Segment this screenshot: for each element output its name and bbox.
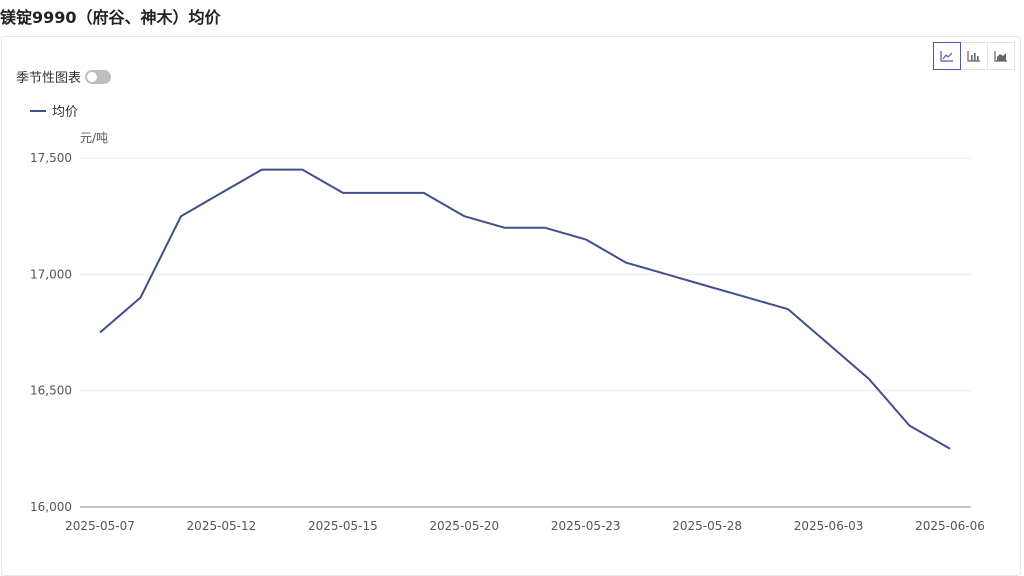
line-chart-icon bbox=[940, 51, 953, 62]
chart-type-toolbar bbox=[933, 42, 1015, 70]
seasonal-chart-label: 季节性图表 bbox=[16, 71, 82, 86]
x-tick-label: 2025-06-03 bbox=[794, 519, 864, 533]
x-tick-label: 2025-05-28 bbox=[672, 519, 742, 533]
y-tick-label: 17,000 bbox=[30, 267, 72, 281]
x-axis-ticks: 2025-05-07 2025-05-12 2025-05-15 2025-05-20… bbox=[65, 519, 985, 533]
series-line-均价 bbox=[99, 168, 951, 450]
x-tick-label: 2025-05-23 bbox=[551, 519, 621, 533]
x-tick-label: 2025-05-15 bbox=[308, 519, 378, 533]
line-chart-button[interactable] bbox=[933, 42, 961, 70]
x-tick-label: 2025-05-07 bbox=[65, 519, 135, 533]
page-title: 镁锭9990（府谷、神木）均价 bbox=[0, 8, 221, 27]
chart-panel bbox=[1, 36, 1021, 576]
legend-series-label: 均价 bbox=[52, 105, 79, 120]
y-tick-label: 16,000 bbox=[30, 500, 72, 514]
bar-chart-icon bbox=[967, 51, 980, 62]
area-chart-icon bbox=[994, 51, 1007, 62]
x-tick-label: 2025-05-12 bbox=[187, 519, 257, 533]
legend-line-swatch bbox=[30, 109, 46, 112]
area-chart-button[interactable] bbox=[987, 42, 1015, 70]
seasonal-chart-toggle[interactable] bbox=[85, 69, 112, 84]
x-tick-label: 2025-05-20 bbox=[429, 519, 499, 533]
x-tick-label: 2025-06-06 bbox=[915, 519, 985, 533]
y-axis-unit: 元/吨 bbox=[80, 131, 108, 145]
toggle-knob bbox=[87, 71, 98, 82]
seasonal-chart-toggle-group: 季节性图表 bbox=[16, 67, 112, 86]
chart-legend[interactable]: 均价 bbox=[30, 101, 78, 120]
grid-lines bbox=[80, 157, 971, 508]
y-tick-label: 16,500 bbox=[30, 384, 72, 398]
y-axis-ticks: 16,000 16,500 17,000 17,500 bbox=[30, 151, 72, 514]
y-tick-label: 17,500 bbox=[30, 151, 72, 165]
